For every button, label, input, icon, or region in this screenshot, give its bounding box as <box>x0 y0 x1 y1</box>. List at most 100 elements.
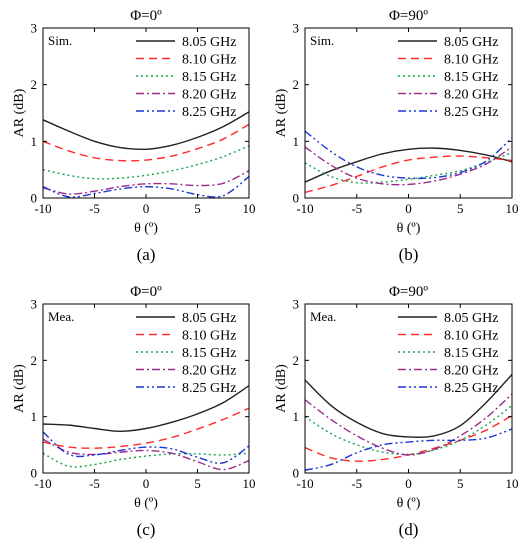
y-tick-label: 3 <box>293 21 300 36</box>
panel-c: Φ=0º -10 -5 0 5 10 0 1 2 3 θ (º) AR (dB) Mea. 8.05 GH… <box>12 284 256 539</box>
x-tick-label: 5 <box>457 201 464 216</box>
x-tick-label: 10 <box>243 476 256 491</box>
y-tick-label: 1 <box>31 134 38 149</box>
y-tick-label: 0 <box>31 191 38 206</box>
y-tick-label: 1 <box>293 134 300 149</box>
legend-label: 8.15 GHz <box>444 346 498 361</box>
data-tag: Mea. <box>310 309 336 324</box>
series-line-8-20-GHz <box>305 146 512 186</box>
legend-label: 8.25 GHz <box>182 105 236 120</box>
y-tick-label: 2 <box>293 77 300 92</box>
legend-label: 8.15 GHz <box>182 346 236 361</box>
panel-caption: (a) <box>137 245 156 264</box>
x-tick-label: -5 <box>351 476 362 491</box>
panel-title: Φ=0º <box>130 284 162 300</box>
legend-label: 8.05 GHz <box>444 35 498 50</box>
legend-label: 8.15 GHz <box>444 70 498 85</box>
y-axis-label: AR (dB) <box>12 88 27 137</box>
series-line-8-20-GHz <box>43 438 249 471</box>
y-tick-label: 2 <box>31 77 38 92</box>
x-tick-label: -10 <box>34 201 51 216</box>
y-axis-label: AR (dB) <box>274 364 289 413</box>
series-line-8-05-GHz <box>43 111 249 151</box>
series-lines <box>305 130 512 194</box>
series-line-8-10-GHz <box>43 123 249 162</box>
y-tick-label: 1 <box>31 409 38 424</box>
data-tag: Sim. <box>310 33 334 48</box>
x-tick-label: -5 <box>89 201 100 216</box>
legend-label: 8.15 GHz <box>182 70 236 85</box>
x-tick-label: 5 <box>457 476 464 491</box>
x-tick-label: 10 <box>243 201 256 216</box>
panel-title: Φ=0º <box>130 8 162 24</box>
panel-d: Φ=90º -10 -5 0 5 10 0 1 2 3 θ (º) AR (dB) Mea. 8.05 G… <box>274 284 519 539</box>
y-tick-label: 3 <box>31 21 38 36</box>
y-tick-label: 1 <box>293 409 300 424</box>
y-tick-label: 2 <box>31 353 38 368</box>
x-axis-label: θ (º) <box>134 496 158 511</box>
x-tick-label: -10 <box>34 476 51 491</box>
legend-label: 8.20 GHz <box>182 364 236 379</box>
panel-caption: (c) <box>137 520 156 539</box>
x-tick-label: -5 <box>351 201 362 216</box>
y-tick-label: 2 <box>293 353 300 368</box>
y-tick-label: 0 <box>31 466 38 481</box>
series-line-8-20-GHz <box>305 393 512 456</box>
x-tick-label: 5 <box>194 201 201 216</box>
panel-title: Φ=90º <box>389 284 428 300</box>
series-line-8-15-GHz <box>305 404 512 456</box>
panel-a: Φ=0º -10 -5 0 5 10 0 1 2 3 θ (º) AR (dB) Sim. 8.05 GH… <box>12 8 256 264</box>
data-tag: Mea. <box>48 309 74 324</box>
legend-label: 8.25 GHz <box>444 105 498 120</box>
x-tick-label: 0 <box>143 476 150 491</box>
x-tick-label: -10 <box>296 476 313 491</box>
x-tick-label: 0 <box>405 201 412 216</box>
legend-label: 8.20 GHz <box>182 88 236 103</box>
legend-label: 8.25 GHz <box>444 381 498 396</box>
series-line-8-10-GHz <box>43 407 249 449</box>
legend-label: 8.10 GHz <box>182 329 236 344</box>
x-tick-label: 0 <box>405 476 412 491</box>
y-axis-label: AR (dB) <box>12 364 27 413</box>
x-tick-label: 10 <box>506 476 519 491</box>
legend-label: 8.25 GHz <box>182 381 236 396</box>
legend-label: 8.05 GHz <box>182 35 236 50</box>
series-line-8-20-GHz <box>43 170 249 195</box>
y-tick-label: 0 <box>293 191 300 206</box>
y-tick-label: 3 <box>293 297 300 312</box>
x-tick-label: -10 <box>296 201 313 216</box>
legend-label: 8.05 GHz <box>444 311 498 326</box>
x-tick-label: 5 <box>194 476 201 491</box>
x-tick-label: 10 <box>506 201 519 216</box>
x-axis-label: θ (º) <box>397 496 421 511</box>
x-tick-label: 0 <box>143 201 150 216</box>
series-line-8-05-GHz <box>43 385 249 433</box>
y-tick-label: 0 <box>293 466 300 481</box>
series-line-8-15-GHz <box>43 452 249 468</box>
series-line-8-05-GHz <box>305 373 512 438</box>
x-tick-label: -5 <box>89 476 100 491</box>
series-line-8-25-GHz <box>43 175 249 198</box>
series-lines <box>43 111 249 198</box>
series-lines <box>43 385 249 471</box>
panel-caption: (b) <box>399 245 419 264</box>
series-lines <box>305 373 512 471</box>
legend-label: 8.10 GHz <box>444 329 498 344</box>
y-tick-label: 3 <box>31 297 38 312</box>
series-line-8-25-GHz <box>43 431 249 464</box>
legend-label: 8.05 GHz <box>182 311 236 326</box>
series-line-8-25-GHz <box>305 130 512 180</box>
legend-label: 8.10 GHz <box>444 53 498 68</box>
series-line-8-25-GHz <box>305 428 512 471</box>
legend-label: 8.20 GHz <box>444 364 498 379</box>
panel-caption: (d) <box>399 520 419 539</box>
series-line-8-10-GHz <box>305 155 512 194</box>
data-tag: Sim. <box>48 33 72 48</box>
panel-title: Φ=90º <box>389 8 428 24</box>
x-axis-label: θ (º) <box>134 221 158 236</box>
panel-b: Φ=90º -10 -5 0 5 10 0 1 2 3 θ (º) AR (dB) Sim. 8.05 G… <box>274 8 519 264</box>
y-axis-label: AR (dB) <box>274 88 289 137</box>
series-line-8-15-GHz <box>43 145 249 180</box>
series-line-8-05-GHz <box>305 147 512 183</box>
